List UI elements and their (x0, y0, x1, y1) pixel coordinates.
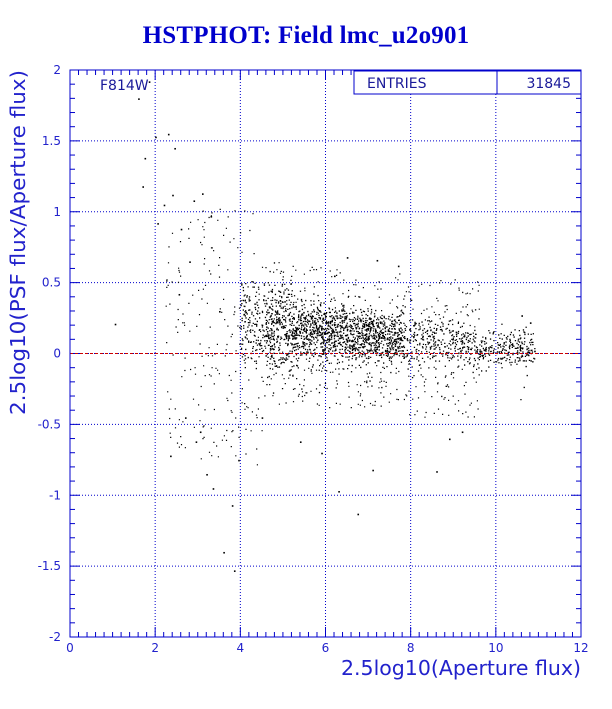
data-point (138, 98, 140, 100)
sampled-points (114, 81, 536, 572)
data-point (155, 136, 157, 139)
data-point (172, 194, 174, 197)
data-point (199, 431, 202, 434)
data-point (372, 469, 374, 472)
x-tick-label: 8 (407, 641, 415, 655)
data-point (202, 193, 204, 195)
data-point (212, 488, 215, 490)
point-cloud-marks (165, 208, 536, 466)
data-point (448, 438, 451, 441)
data-point (334, 275, 336, 278)
x-tick-label: 6 (322, 641, 330, 655)
data-point (223, 551, 225, 554)
y-tick-label: 1.5 (42, 134, 61, 148)
data-point (461, 431, 464, 434)
filter-label: F814W (100, 78, 149, 94)
data-point (114, 323, 117, 326)
data-point (170, 455, 172, 458)
data-point (529, 322, 532, 324)
x-tick-label: 10 (488, 641, 503, 655)
point-cloud (165, 208, 536, 466)
y-tick-label: -2 (49, 630, 61, 644)
data-point (357, 513, 360, 516)
x-tick-label: 2 (151, 641, 159, 655)
y-tick-label: -1.5 (38, 559, 61, 573)
stats-entries-label: ENTRIES (367, 76, 427, 92)
x-axis-title: 2.5log10(Aperture flux) (341, 656, 581, 680)
data-point (184, 417, 187, 419)
data-point (157, 223, 159, 225)
data-point (195, 441, 198, 443)
plot-frame (69, 69, 582, 638)
data-point (206, 473, 208, 476)
chart-title: HSTPHOT: Field lmc_u2o901 (142, 22, 470, 49)
data-point (376, 259, 379, 262)
data-point (338, 490, 340, 493)
data-point (142, 186, 144, 188)
y-tick-label: 2 (53, 63, 61, 77)
data-point (299, 441, 302, 443)
data-point (163, 204, 166, 207)
data-point (397, 265, 400, 268)
y-tick-label: 0 (53, 347, 61, 361)
data-point (436, 471, 438, 473)
y-tick-label: -1 (49, 488, 61, 502)
data-point (321, 452, 323, 455)
data-point (178, 293, 181, 296)
stats-entries-value: 31845 (526, 76, 571, 92)
y-axis-title: 2.5log10(PSF flux/Aperture flux) (6, 70, 30, 415)
data-point (521, 315, 523, 317)
data-point (219, 310, 221, 313)
data-point (189, 261, 191, 263)
data-point (193, 200, 196, 203)
data-point (233, 570, 236, 572)
y-tick-label: 0.5 (42, 276, 61, 290)
data-point (167, 133, 170, 136)
data-point (231, 505, 234, 507)
tick-labels: 0 2 4 6 8 10 12 2 1.5 1 0.5 0 -0.5 -1 -1.5 -2 (38, 63, 589, 655)
y-tick-label: -0.5 (38, 417, 61, 431)
x-tick-label: 4 (237, 641, 245, 655)
data-point (534, 350, 536, 353)
data-point (148, 81, 151, 83)
stats-box (353, 70, 582, 95)
x-tick-label: 12 (573, 641, 588, 655)
y-tick-label: 1 (53, 205, 61, 219)
data-point (180, 228, 183, 231)
data-point (210, 216, 213, 218)
x-tick-label: 0 (66, 641, 74, 655)
data-point (144, 157, 147, 160)
data-point (174, 147, 176, 150)
data-point (261, 417, 264, 419)
data-point (346, 257, 349, 259)
data-point (238, 459, 240, 462)
